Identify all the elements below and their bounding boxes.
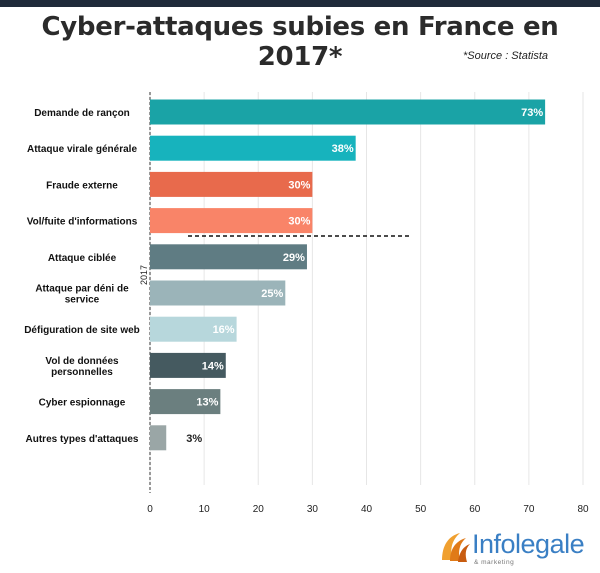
data-label: 14% [202, 360, 224, 372]
x-tick-label: 70 [523, 504, 535, 515]
bar [150, 244, 307, 270]
data-label: 25% [261, 288, 283, 300]
category-label: Vol/fuite d'informations [27, 217, 138, 228]
chart-title: Cyber-attaques subies en France en 2017* [41, 12, 559, 72]
x-tick-label: 40 [361, 504, 373, 515]
category-label: Attaque par déni de service [35, 284, 129, 306]
category-label: Fraude externe [46, 180, 118, 191]
x-tick-label: 0 [147, 504, 153, 515]
top-bar [0, 0, 600, 7]
bar [150, 425, 167, 451]
data-label: 29% [283, 252, 305, 264]
category-label: Défiguration de site web [24, 325, 140, 336]
logo-name: Infolegale [472, 529, 585, 559]
bar [150, 135, 356, 161]
x-tick-label: 50 [415, 504, 427, 515]
category-label: Autres types d'attaques [26, 434, 139, 445]
y-axis-title: 2017 [139, 265, 149, 285]
bar [150, 280, 286, 306]
x-tick-label: 10 [199, 504, 211, 515]
data-label: 30% [288, 216, 310, 228]
logo-icon [442, 533, 470, 562]
category-label: Vol de données personnelles [45, 356, 119, 378]
data-label: 38% [332, 143, 354, 155]
x-tick-label: 20 [253, 504, 265, 515]
bar [150, 208, 313, 234]
logo: Infolegale & marketing [438, 528, 588, 568]
logo-tagline: & marketing [474, 559, 515, 566]
category-label: Demande de rançon [34, 108, 130, 119]
bar [150, 316, 237, 342]
bar [150, 99, 546, 125]
data-label: 73% [521, 107, 543, 119]
bar [150, 171, 313, 197]
source-note: *Source : Statista [463, 50, 548, 62]
category-label: Attaque virale générale [27, 144, 137, 155]
x-tick-label: 60 [469, 504, 481, 515]
x-tick-label: 30 [307, 504, 319, 515]
category-label: Attaque ciblée [48, 253, 117, 264]
bar [150, 389, 221, 415]
x-tick-label: 80 [577, 504, 589, 515]
data-label: 3% [186, 433, 202, 445]
category-label: Cyber espionnage [39, 398, 126, 409]
data-label: 30% [288, 179, 310, 191]
data-label: 13% [196, 397, 218, 409]
data-label: 16% [213, 324, 235, 336]
bar [150, 352, 226, 378]
